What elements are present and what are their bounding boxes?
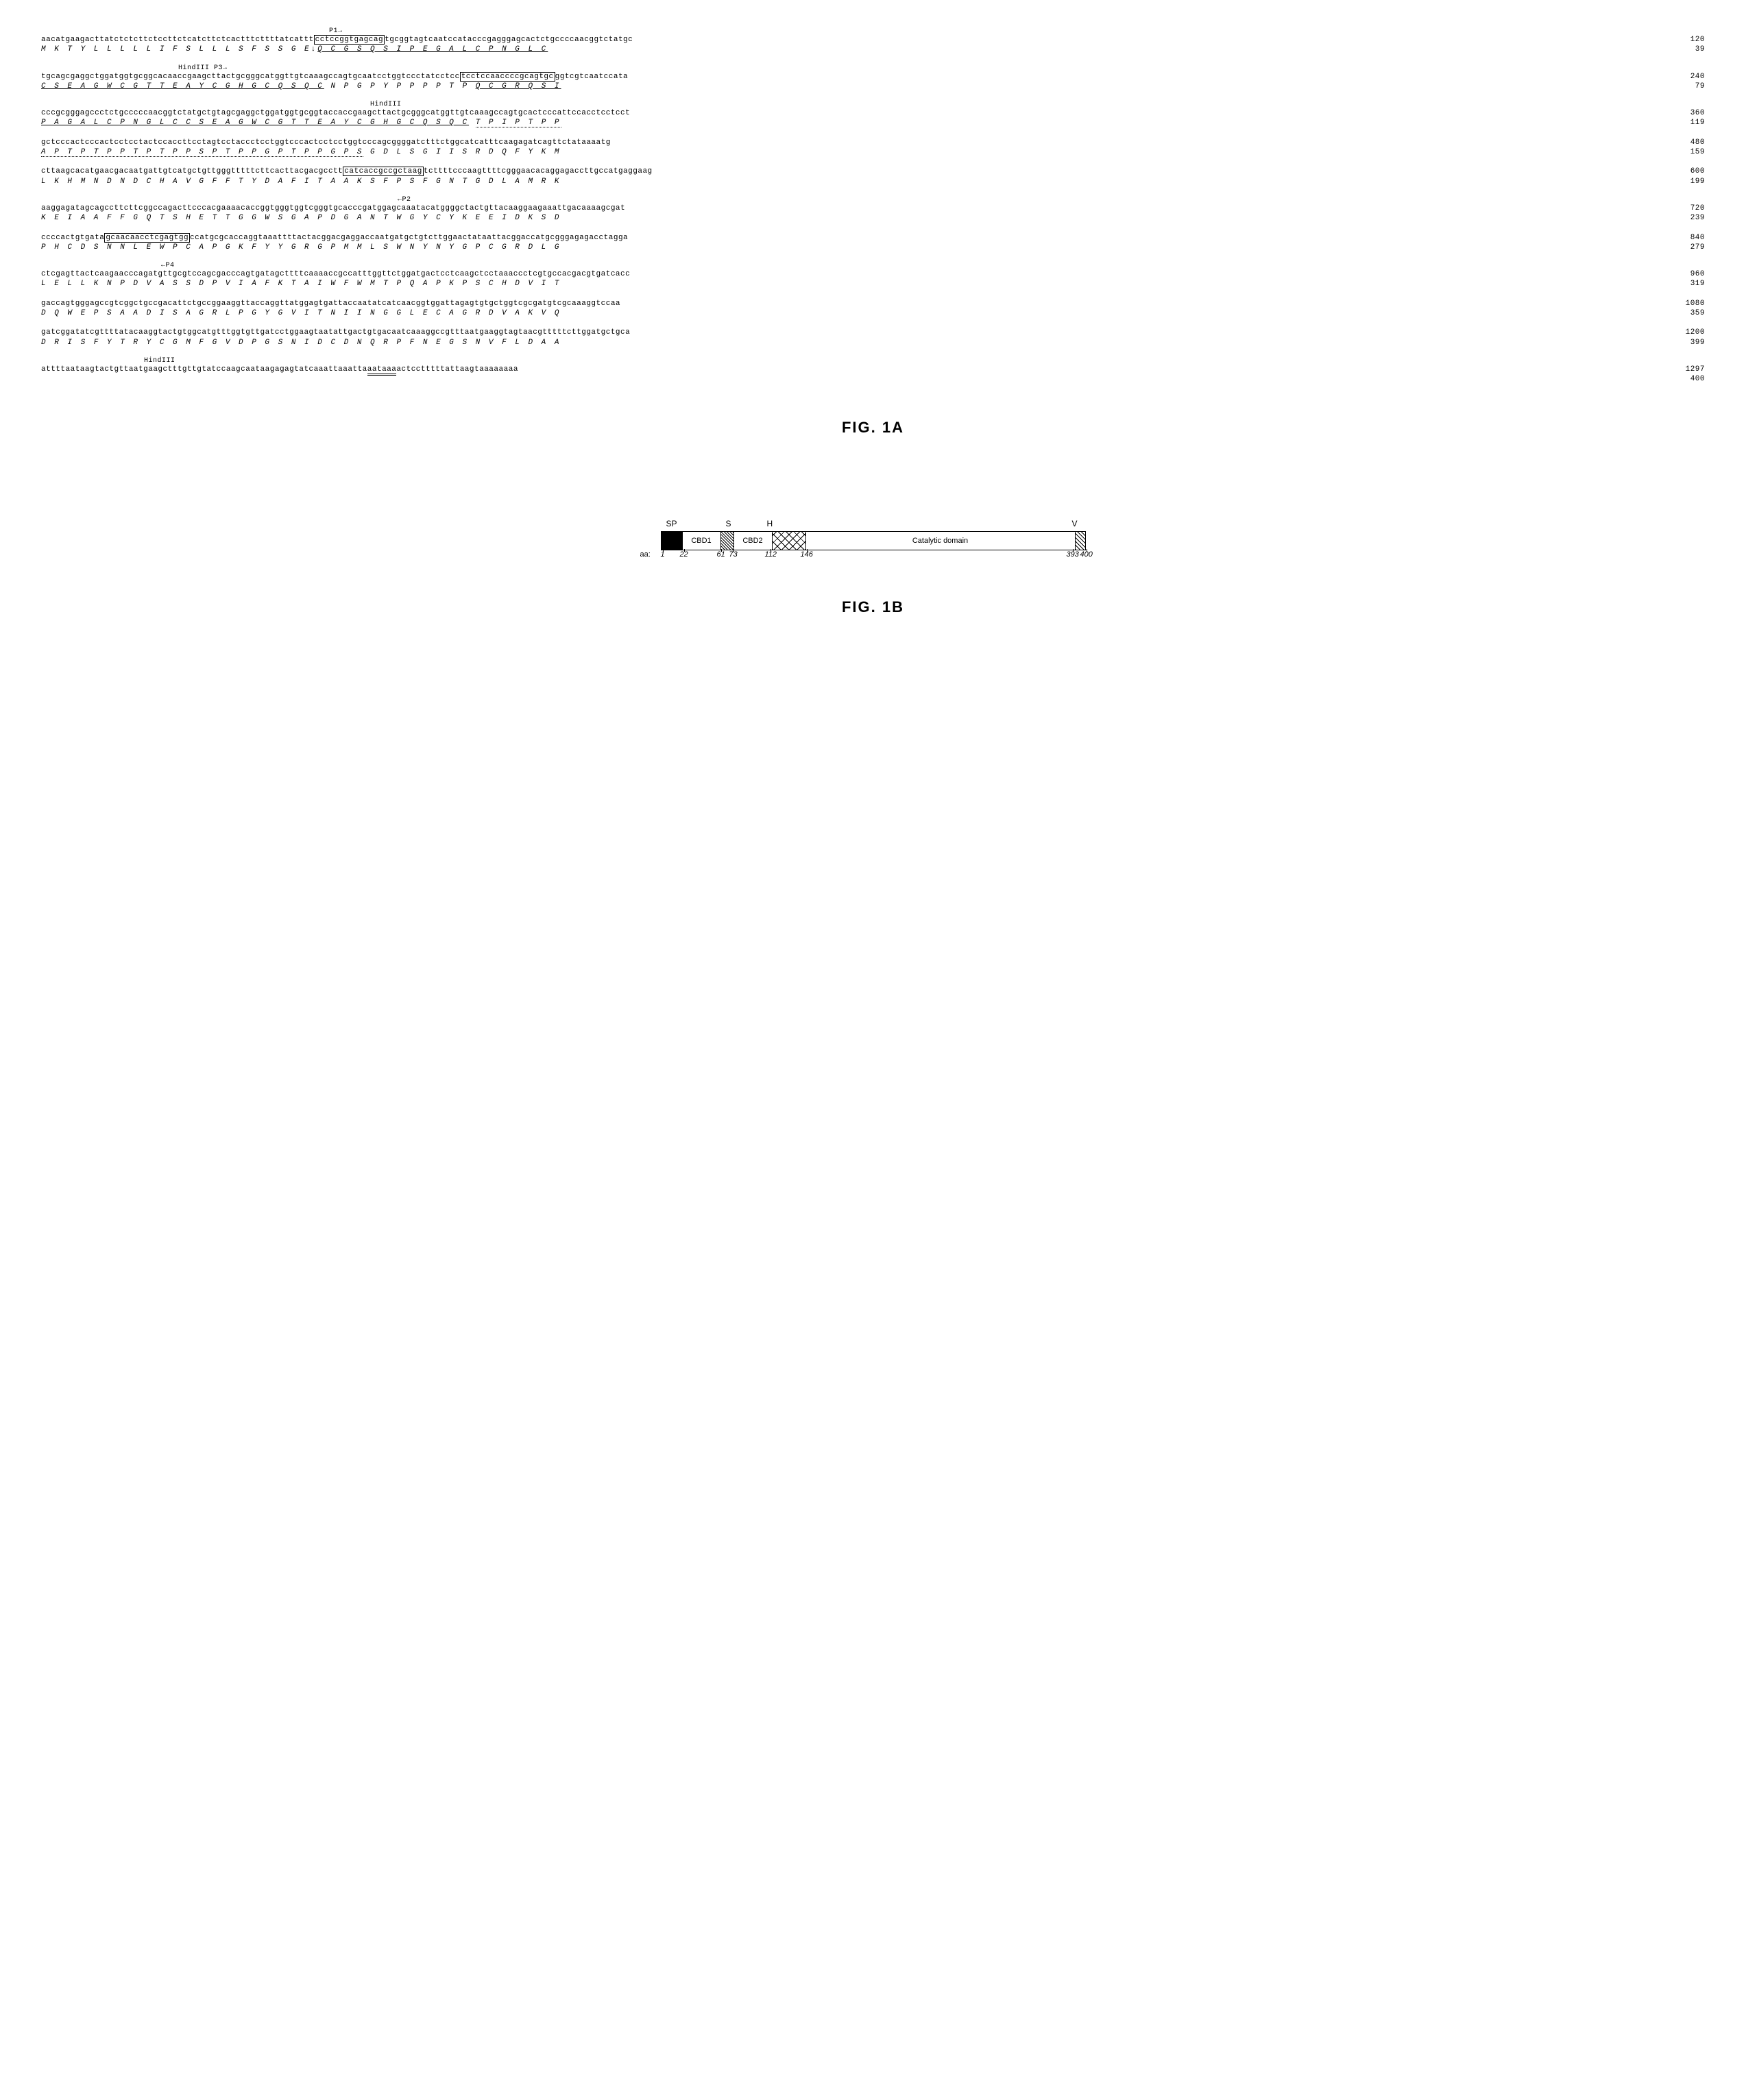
protein-row: D Q W E P S A A D I S A G R L P G Y G V … (41, 308, 1705, 318)
sequence-position: 399 (1671, 338, 1705, 347)
domain-tick: 112 (765, 550, 777, 559)
sequence-text: ctcgagttactcaagaacccagatgttgcgtccagcgacc… (41, 269, 1671, 279)
sequence-position: 159 (1671, 147, 1705, 157)
sequence-text: M K T Y L L L L L I F S L L L S F S S G … (41, 45, 1671, 54)
domain-segment (721, 532, 734, 550)
domain-tick: 400 (1080, 550, 1093, 559)
sequence-text: tgcagcgaggctggatggtgcggcacaaccgaagcttact… (41, 72, 1671, 82)
nucleotide-row: gctcccactcccactcctcctactccaccttcctagtcct… (41, 138, 1705, 147)
domain-diagram: SPSHV CBD1CBD2Catalytic domain aa: 12261… (661, 519, 1086, 564)
sequence-text: gctcccactcccactcctcctactccaccttcctagtcct… (41, 138, 1671, 147)
sequence-position: 1200 (1671, 328, 1705, 337)
nucleotide-row: gaccagtgggagccgtcggctgccgacattctgccggaag… (41, 299, 1705, 308)
domain-top-label: SP (666, 519, 677, 528)
sequence-text: aacatgaagacttatctctcttctccttctcatcttctca… (41, 35, 1671, 45)
domain-tick: 393 (1067, 550, 1079, 559)
sequence-text: K E I A A F F G Q T S H E T T G G W S G … (41, 213, 1671, 223)
sequence-text: C S E A G W C G T T E A Y C G H G C Q S … (41, 82, 1671, 91)
sequence-text: gatcggatatcgttttatacaaggtactgtggcatgtttg… (41, 328, 1671, 337)
domain-tick: 1 (661, 550, 665, 559)
nucleotide-row: ccccactgtgatagcaacaacctcgagtggccatgcgcac… (41, 233, 1705, 243)
figure-a-label: FIG. 1A (41, 419, 1705, 437)
sequence-position: 1080 (1671, 299, 1705, 308)
sequence-text: D Q W E P S A A D I S A G R L P G Y G V … (41, 308, 1671, 318)
protein-row: K E I A A F F G Q T S H E T T G G W S G … (41, 213, 1705, 223)
sequence-text: cttaagcacatgaacgacaatgattgtcatgctgttgggt… (41, 167, 1671, 176)
sequence-annotation: HindIII (41, 357, 1705, 365)
protein-row: M K T Y L L L L L I F S L L L S F S S G … (41, 45, 1705, 54)
sequence-position: 279 (1671, 243, 1705, 252)
nucleotide-row: ctcgagttactcaagaacccagatgttgcgtccagcgacc… (41, 269, 1705, 279)
domain-tick: 22 (680, 550, 688, 559)
protein-row: P A G A L C P N G L C C S E A G W C G T … (41, 118, 1705, 127)
sequence-alignment: P1→aacatgaagacttatctctcttctccttctcatcttc… (41, 27, 1705, 384)
sequence-annotation: ←P4 (41, 262, 1705, 269)
aa-label: aa: (640, 550, 651, 559)
figure-b-label: FIG. 1B (41, 598, 1705, 616)
sequence-annotation: ←P2 (41, 196, 1705, 204)
domain-tick: 146 (801, 550, 813, 559)
domain-tick: 61 (717, 550, 725, 559)
sequence-annotation: HindIII (41, 101, 1705, 108)
sequence-position: 1297 (1671, 365, 1705, 374)
domain-top-label: S (726, 519, 731, 528)
nucleotide-row: attttaataagtactgttaatgaagctttgttgtatccaa… (41, 365, 1705, 374)
sequence-position: 960 (1671, 269, 1705, 279)
sequence-text: aaggagatagcagccttcttcggccagacttcccacgaaa… (41, 204, 1671, 213)
sequence-position: 120 (1671, 35, 1705, 45)
sequence-position: 239 (1671, 213, 1705, 223)
nucleotide-row: aaggagatagcagccttcttcggccagacttcccacgaaa… (41, 204, 1705, 213)
sequence-text: L E L L K N P D V A S S D P V I A F K T … (41, 279, 1671, 289)
sequence-annotation: P1→ (41, 27, 1705, 35)
sequence-position: 400 (1671, 374, 1705, 384)
sequence-annotation: HindIII P3→ (41, 64, 1705, 72)
sequence-position: 359 (1671, 308, 1705, 318)
sequence-position: 119 (1671, 118, 1705, 127)
protein-row: A P T P T P P T P T P P S P T P P G P T … (41, 147, 1705, 157)
domain-segment: CBD2 (734, 532, 773, 550)
protein-row: 400 (41, 374, 1705, 384)
sequence-position: 39 (1671, 45, 1705, 54)
nucleotide-row: cccgcgggagccctctgcccccaacggtctatgctgtagc… (41, 108, 1705, 118)
nucleotide-row: aacatgaagacttatctctcttctccttctcatcttctca… (41, 35, 1705, 45)
protein-row: D R I S F Y T R Y C G M F G V D P G S N … (41, 338, 1705, 347)
sequence-text: gaccagtgggagccgtcggctgccgacattctgccggaag… (41, 299, 1671, 308)
domain-top-label: V (1072, 519, 1078, 528)
domain-segment (1076, 532, 1085, 550)
sequence-position: 240 (1671, 72, 1705, 82)
domain-segment: CBD1 (683, 532, 721, 550)
sequence-text: cccgcgggagccctctgcccccaacggtctatgctgtagc… (41, 108, 1671, 118)
sequence-position: 480 (1671, 138, 1705, 147)
sequence-text: P A G A L C P N G L C C S E A G W C G T … (41, 118, 1671, 127)
sequence-text: A P T P T P P T P T P P S P T P P G P T … (41, 147, 1671, 157)
sequence-position: 360 (1671, 108, 1705, 118)
protein-row: C S E A G W C G T T E A Y C G H G C Q S … (41, 82, 1705, 91)
sequence-text: ccccactgtgatagcaacaacctcgagtggccatgcgcac… (41, 233, 1671, 243)
sequence-position: 720 (1671, 204, 1705, 213)
sequence-position: 319 (1671, 279, 1705, 289)
sequence-position: 79 (1671, 82, 1705, 91)
nucleotide-row: tgcagcgaggctggatggtgcggcacaaccgaagcttact… (41, 72, 1705, 82)
domain-segment: Catalytic domain (806, 532, 1076, 550)
sequence-text: P H C D S N N L E W P C A P G K F Y Y G … (41, 243, 1671, 252)
sequence-text: D R I S F Y T R Y C G M F G V D P G S N … (41, 338, 1671, 347)
sequence-position: 600 (1671, 167, 1705, 176)
domain-top-label: H (767, 519, 773, 528)
protein-row: L E L L K N P D V A S S D P V I A F K T … (41, 279, 1705, 289)
domain-segment (662, 532, 683, 550)
sequence-text: attttaataagtactgttaatgaagctttgttgtatccaa… (41, 365, 1671, 374)
domain-tick: 73 (729, 550, 738, 559)
nucleotide-row: cttaagcacatgaacgacaatgattgtcatgctgttgggt… (41, 167, 1705, 176)
protein-row: L K H M N D N D C H A V G F F T Y D A F … (41, 177, 1705, 186)
protein-row: P H C D S N N L E W P C A P G K F Y Y G … (41, 243, 1705, 252)
sequence-text: L K H M N D N D C H A V G F F T Y D A F … (41, 177, 1671, 186)
domain-segment (773, 532, 806, 550)
nucleotide-row: gatcggatatcgttttatacaaggtactgtggcatgtttg… (41, 328, 1705, 337)
sequence-position: 840 (1671, 233, 1705, 243)
sequence-position: 199 (1671, 177, 1705, 186)
